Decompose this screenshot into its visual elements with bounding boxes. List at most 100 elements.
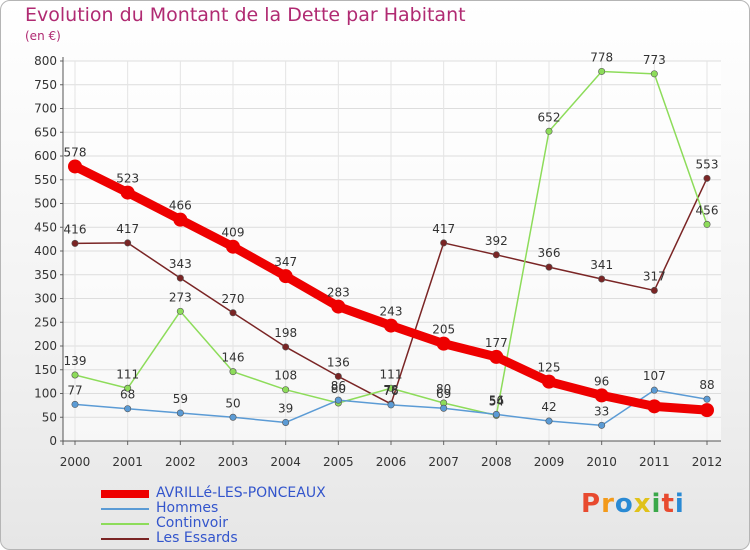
data-point-3 [703, 174, 711, 182]
data-label: 273 [169, 290, 192, 304]
y-tick-label: 650 [34, 125, 57, 139]
data-point-3 [71, 239, 79, 247]
proxiti-logo: Proxiti [581, 489, 685, 519]
data-label: 270 [222, 292, 245, 306]
data-label: 42 [541, 400, 556, 414]
y-tick-label: 800 [34, 54, 57, 68]
data-point-0 [542, 374, 556, 389]
data-label: 243 [380, 305, 403, 319]
legend-swatch-avrille [101, 490, 149, 498]
data-point-1 [229, 413, 237, 421]
logo-letter: x [633, 489, 652, 519]
data-label: 366 [538, 246, 561, 260]
data-point-1 [176, 409, 184, 417]
data-point-1 [703, 395, 711, 403]
legend-label-essards: Les Essards [156, 530, 238, 546]
data-label: 341 [590, 258, 613, 272]
x-tick-label: 2008 [481, 455, 512, 469]
data-label: 578 [64, 145, 87, 159]
x-tick-label: 2000 [60, 455, 91, 469]
data-point-1 [492, 410, 500, 418]
data-label: 56 [489, 393, 504, 407]
data-point-0 [436, 336, 451, 351]
data-point-1 [71, 400, 79, 408]
data-label: 523 [116, 172, 139, 186]
chart-title: Evolution du Montant de la Dette par Hab… [25, 4, 466, 26]
x-tick-label: 2002 [165, 455, 196, 469]
data-point-0 [120, 185, 135, 200]
data-point-3 [124, 239, 132, 247]
data-point-0 [489, 349, 504, 364]
data-label: 77 [67, 383, 82, 397]
data-point-2 [598, 67, 606, 75]
y-tick-label: 50 [42, 410, 57, 424]
line-chart: 0501001502002503003504004505005506006507… [34, 50, 722, 469]
x-tick-label: 2005 [323, 455, 354, 469]
y-tick-label: 550 [34, 173, 57, 187]
y-tick-label: 250 [34, 315, 57, 329]
data-point-2 [545, 127, 553, 135]
data-point-3 [650, 286, 658, 294]
data-point-3 [598, 275, 606, 283]
data-label: 417 [432, 222, 455, 236]
data-label: 456 [696, 203, 719, 217]
data-point-3 [545, 263, 553, 271]
data-label: 652 [538, 110, 561, 124]
data-label: 347 [274, 255, 297, 269]
data-label: 466 [169, 199, 192, 213]
data-label: 125 [538, 361, 561, 375]
data-label: 80 [436, 382, 451, 396]
x-tick-label: 2004 [270, 455, 301, 469]
data-point-3 [229, 309, 237, 317]
data-point-1 [650, 386, 658, 394]
data-point-1 [440, 404, 448, 412]
data-label: 96 [594, 374, 609, 388]
logo-letter: i [674, 489, 685, 519]
logo-letter: o [614, 489, 634, 519]
data-label: 78 [383, 383, 398, 397]
data-label: 59 [173, 392, 188, 406]
y-tick-label: 500 [34, 197, 57, 211]
data-label: 146 [222, 351, 245, 365]
data-point-0 [226, 239, 240, 254]
y-tick-label: 0 [49, 434, 57, 448]
y-tick-label: 100 [34, 387, 57, 401]
data-label: 107 [643, 369, 666, 383]
data-label: 108 [274, 369, 297, 383]
data-label: 409 [222, 226, 245, 240]
x-tick-label: 2003 [218, 455, 249, 469]
data-point-1 [334, 396, 342, 404]
logo-letter: r [601, 489, 615, 519]
data-label: 283 [327, 286, 350, 300]
x-tick-label: 2006 [376, 455, 407, 469]
data-label: 416 [64, 222, 87, 236]
y-tick-label: 350 [34, 268, 57, 282]
data-point-0 [700, 403, 714, 418]
data-label: 317 [643, 269, 666, 283]
data-label: 139 [64, 354, 87, 368]
data-label: 76 [383, 384, 398, 398]
y-tick-label: 400 [34, 244, 57, 258]
data-point-1 [598, 421, 606, 429]
logo-letter: t [661, 489, 675, 519]
data-point-0 [278, 269, 293, 284]
legend-label-hommes: Hommes [156, 500, 219, 516]
legend-swatch-essards [101, 538, 149, 540]
data-point-3 [176, 274, 184, 282]
unit-label: (en €) [25, 29, 61, 43]
x-tick-label: 2010 [586, 455, 617, 469]
x-tick-label: 2001 [112, 455, 143, 469]
data-point-2 [650, 70, 658, 78]
data-point-2 [282, 386, 290, 394]
y-tick-label: 300 [34, 292, 57, 306]
data-point-2 [71, 371, 79, 379]
data-label: 33 [594, 404, 609, 418]
data-point-3 [440, 239, 448, 247]
legend-label-continvoir: Continvoir [156, 515, 228, 531]
data-point-3 [282, 343, 290, 351]
data-point-0 [594, 388, 609, 403]
data-label: 50 [225, 396, 240, 410]
legend-label-avrille: AVRILLé-LES-PONCEAUX [156, 485, 326, 501]
data-point-1 [387, 401, 395, 409]
